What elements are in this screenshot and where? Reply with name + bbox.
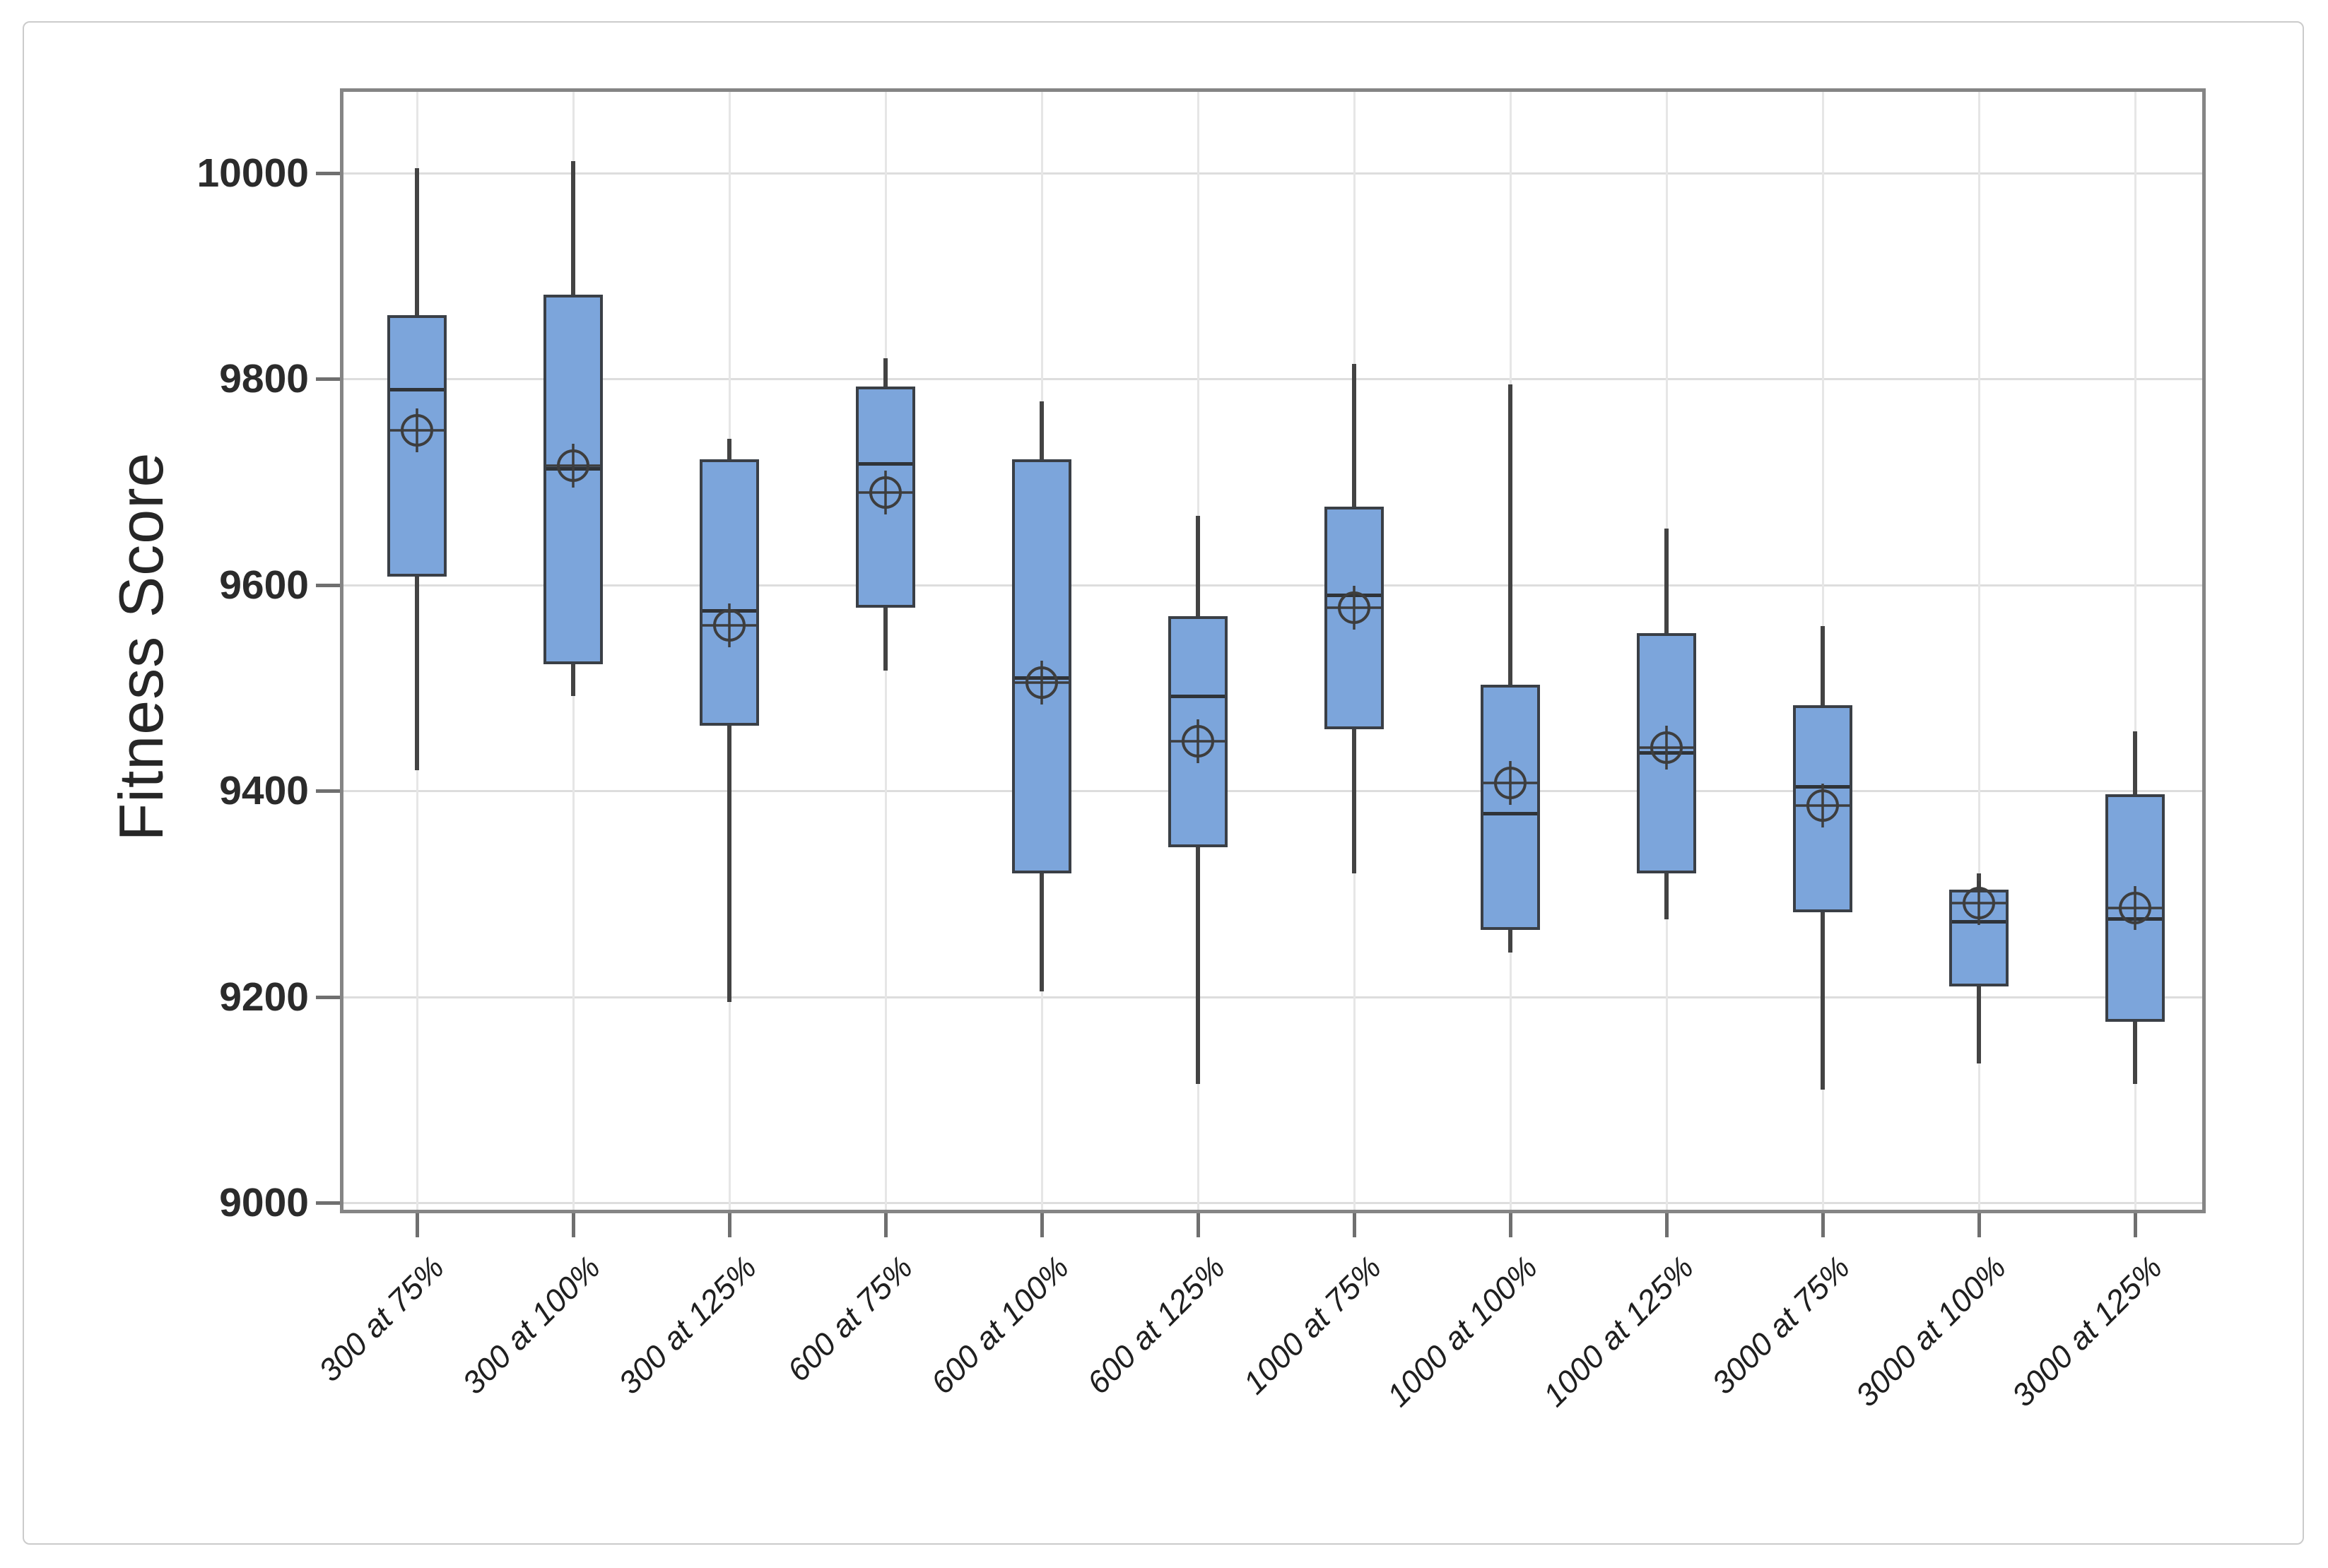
v-gridline [2134, 92, 2136, 1210]
y-axis-tick [316, 377, 340, 382]
lower-whisker [883, 607, 888, 671]
x-axis-tick [1509, 1213, 1512, 1237]
lower-whisker [571, 664, 575, 697]
x-axis-tick [1353, 1213, 1356, 1237]
mean-marker-icon [1636, 721, 1697, 774]
mean-marker-icon [1324, 582, 1385, 634]
upper-whisker [883, 358, 888, 387]
mean-marker-icon [1011, 656, 1072, 709]
lower-whisker [2133, 1021, 2137, 1085]
x-axis-tick [884, 1213, 888, 1237]
iqr-box [700, 459, 759, 726]
mean-marker-icon [387, 404, 447, 456]
y-tick-label: 9200 [219, 974, 309, 1020]
upper-whisker [415, 167, 419, 316]
mean-marker-icon [2105, 882, 2165, 934]
figure-border [23, 21, 2304, 1545]
y-tick-label: 10000 [196, 151, 309, 196]
y-tick-label: 9600 [219, 562, 309, 608]
median-line [1483, 812, 1537, 816]
h-gridline [343, 378, 2202, 381]
mean-marker-icon [699, 599, 760, 652]
x-axis-tick [728, 1213, 731, 1237]
plot-area [340, 88, 2206, 1213]
h-gridline [343, 584, 2202, 586]
mean-marker-icon [1792, 779, 1853, 832]
y-tick-label: 9400 [219, 768, 309, 814]
lower-whisker [727, 726, 731, 1002]
x-axis-tick [2134, 1213, 2137, 1237]
upper-whisker [727, 438, 731, 460]
y-axis-tick [316, 1201, 340, 1205]
h-gridline [343, 1202, 2202, 1204]
x-axis-tick [1665, 1213, 1669, 1237]
median-line [859, 461, 912, 466]
y-axis-tick [316, 172, 340, 175]
upper-whisker [1196, 516, 1200, 616]
median-line [1171, 695, 1225, 699]
mean-marker-icon [1480, 757, 1541, 809]
mean-marker-icon [1948, 877, 2009, 929]
lower-whisker [1040, 873, 1044, 992]
h-gridline [343, 790, 2202, 793]
mean-marker-icon [543, 440, 604, 492]
lower-whisker [1508, 929, 1512, 953]
x-axis-tick [1821, 1213, 1825, 1237]
upper-whisker [1664, 528, 1669, 634]
x-axis-tick [1197, 1213, 1200, 1237]
lower-whisker [1977, 986, 1981, 1064]
y-tick-label: 9800 [219, 356, 309, 402]
h-gridline [343, 996, 2202, 998]
lower-whisker [1664, 873, 1669, 920]
y-axis-tick [316, 789, 340, 794]
mean-marker-icon [855, 466, 916, 519]
upper-whisker [1508, 384, 1512, 685]
y-axis-tick [316, 995, 340, 999]
lower-whisker [1196, 847, 1200, 1085]
lower-whisker [1352, 729, 1356, 873]
upper-whisker [2133, 731, 2137, 794]
upper-whisker [1352, 363, 1356, 507]
v-gridline [1978, 92, 1980, 1210]
upper-whisker [1040, 401, 1044, 460]
lower-whisker [1821, 912, 1825, 1090]
upper-whisker [571, 160, 575, 295]
iqr-box [1481, 685, 1540, 930]
x-axis-tick [1040, 1213, 1044, 1237]
upper-whisker [1821, 626, 1825, 706]
lower-whisker [415, 577, 419, 771]
y-axis-tick [316, 583, 340, 587]
x-axis-tick [572, 1213, 575, 1237]
median-line [390, 387, 444, 391]
y-tick-label: 9000 [219, 1180, 309, 1225]
x-axis-tick [1977, 1213, 1981, 1237]
mean-marker-icon [1168, 715, 1228, 767]
x-axis-tick [416, 1213, 419, 1237]
h-gridline [343, 172, 2202, 175]
